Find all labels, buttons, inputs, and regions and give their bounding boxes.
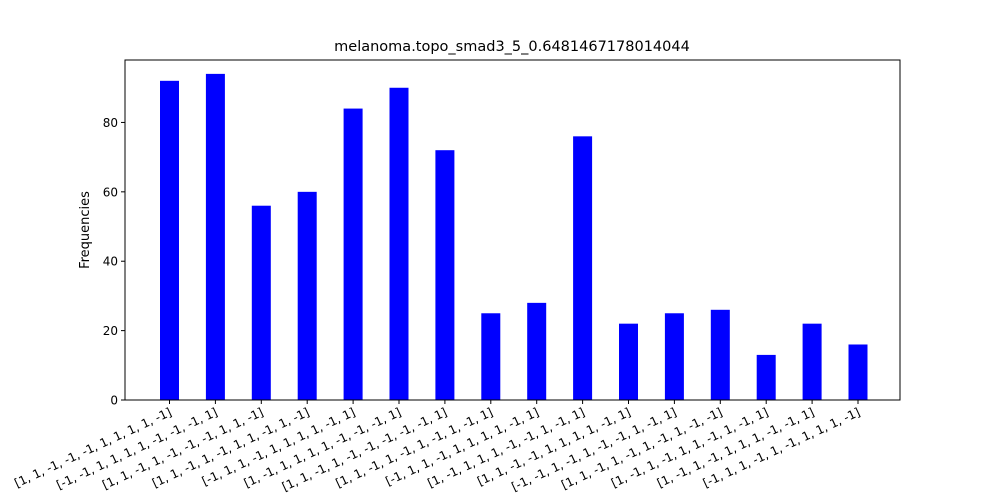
bar [251, 205, 271, 400]
plot-frame [124, 59, 901, 401]
y-tick-label: 80 [103, 116, 118, 130]
y-tick-label: 40 [103, 255, 118, 269]
y-axis-label: Frequencies [78, 191, 93, 269]
bar [664, 313, 684, 400]
bar [435, 150, 455, 400]
bar [756, 354, 776, 400]
bar [481, 313, 501, 400]
bar [573, 136, 593, 400]
bar [389, 87, 409, 400]
bar [160, 80, 179, 400]
bar [205, 73, 225, 400]
chart-title: melanoma.topo_smad3_5_0.6481467178014044 [334, 39, 690, 55]
bar [297, 191, 317, 400]
bar [848, 344, 868, 400]
bar [802, 323, 822, 400]
bars-group [160, 73, 868, 400]
y-tick-label: 20 [103, 324, 118, 338]
y-axis: 0 20 40 60 80 [103, 116, 125, 408]
bar [710, 309, 730, 400]
x-axis: [1, 1, -1, -1, -1, 1, 1, 1, 1, -1][-1, -… [12, 400, 862, 494]
bar [343, 108, 363, 400]
y-tick-label: 60 [103, 185, 118, 199]
y-tick-label: 0 [110, 394, 118, 408]
bar [527, 302, 547, 400]
bar [619, 323, 638, 400]
